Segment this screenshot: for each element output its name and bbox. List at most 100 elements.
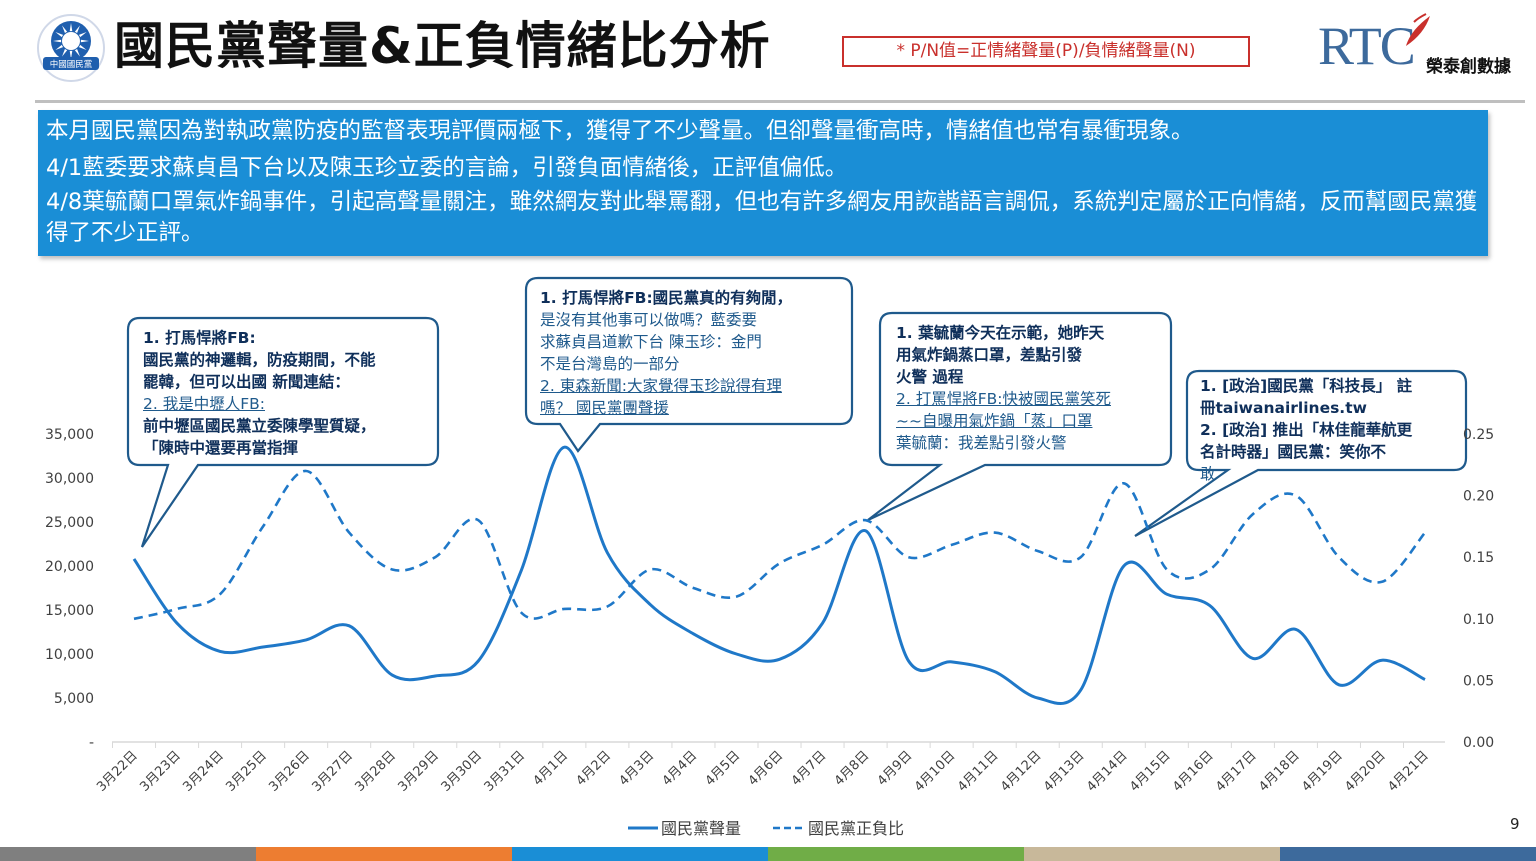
callout-line: 1. [政治]國民黨「科技長」 註 xyxy=(1200,377,1413,395)
header-divider xyxy=(35,100,1525,103)
series-line-volume xyxy=(132,445,1426,705)
x-tick-label: 4月3日 xyxy=(617,748,658,789)
y-left-tick-label: 20,000 xyxy=(45,559,94,575)
chart-legend: 國民黨聲量 國民黨正負比 xyxy=(628,819,904,838)
x-axis: 3月22日3月23日3月24日3月25日3月26日3月27日3月28日3月29日… xyxy=(94,742,1432,795)
formula-note: * P/N值=正情緒聲量(P)/負情緒聲量(N) xyxy=(842,36,1250,67)
x-tick-label: 4月5日 xyxy=(703,748,744,789)
x-tick-label: 3月27日 xyxy=(309,748,356,795)
page-title: 國民黨聲量&正負情緒比分析 xyxy=(114,17,771,75)
callout-line: 「陳時中還要再當指揮 xyxy=(143,439,299,457)
x-tick-label: 4月9日 xyxy=(875,748,916,789)
footer-bar-segment xyxy=(256,847,512,861)
volume-sentiment-chart: - 5,000 10,000 15,000 20,000 25,000 30,000 35,0… xyxy=(45,276,1494,838)
x-tick-label: 4月15日 xyxy=(1127,748,1174,795)
callout-line: 1. 打馬悍將FB: xyxy=(143,329,256,347)
summary-line: 本月國民黨因為對執政黨防疫的監督表現評價兩極下，獲得了不少聲量。但卻聲量衝高時，… xyxy=(46,118,1194,144)
legend-label-ratio: 國民黨正負比 xyxy=(808,819,904,838)
callout-line: 求蘇貞昌道歉下台 陳玉珍：金門 xyxy=(540,333,762,351)
x-tick-label: 3月22日 xyxy=(94,748,141,795)
y-left-tick-label: 30,000 xyxy=(45,471,94,487)
footer-bar-segment xyxy=(1024,847,1280,861)
x-tick-label: 4月16日 xyxy=(1170,748,1217,795)
x-tick-label: 4月18日 xyxy=(1256,748,1303,795)
footer-bar-segment xyxy=(512,847,768,861)
callout-line: 2. 我是中壢人FB: xyxy=(143,395,265,413)
callout-line: 1. 葉毓蘭今天在示範，她昨天 xyxy=(896,324,1105,342)
callout-bubble-4 xyxy=(1134,369,1468,537)
page-number: 9 xyxy=(1510,815,1520,833)
callout-line: 1. 打馬悍將FB:國民黨真的有夠閒， xyxy=(540,289,793,307)
y-left-tick-label: 10,000 xyxy=(45,647,94,663)
callout-line: 用氣炸鍋蒸口罩，差點引發 xyxy=(896,346,1083,364)
summary-box: 本月國民黨因為對執政黨防疫的監督表現評價兩極下，獲得了不少聲量。但卻聲量衝高時，… xyxy=(38,110,1488,256)
brand-name: 榮泰創數據 xyxy=(1426,57,1511,77)
kmt-emblem-icon: 中國國民黨 xyxy=(37,14,105,82)
y-right-axis: 0.00 0.05 0.10 0.15 0.20 0.25 xyxy=(1463,427,1494,751)
footer-bar-segment xyxy=(0,847,256,861)
footer-bar-segment xyxy=(768,847,1024,861)
y-right-tick-label: 0.20 xyxy=(1463,489,1494,505)
callout-line: 火警 過程 xyxy=(896,368,964,386)
callout-line: 是沒有其他事可以做嗎？藍委要 xyxy=(540,311,758,329)
callout-line: 國民黨的神邏輯，防疫期間，不能 xyxy=(143,351,376,369)
callout-line: 前中壢區國民黨立委陳學聖質疑， xyxy=(143,417,376,435)
x-tick-label: 4月7日 xyxy=(789,748,830,789)
callout-line: 葉毓蘭：我差點引發火警 xyxy=(896,434,1067,452)
x-tick-label: 4月20日 xyxy=(1342,748,1389,795)
x-tick-label: 4月4日 xyxy=(660,748,701,789)
callout-line: 名計時器」國民黨：笑你不 xyxy=(1200,443,1387,461)
y-right-tick-label: 0.00 xyxy=(1463,735,1494,751)
callout-line: 2. 東森新聞:大家覺得玉珍說得有理 xyxy=(540,377,782,395)
callout-line: 嗎？ 國民黨團聲援 xyxy=(540,399,669,417)
brand-leaf-icon xyxy=(1406,13,1430,46)
y-left-tick-label: 5,000 xyxy=(54,691,94,707)
callout-3: 1. 葉毓蘭今天在示範，她昨天 用氣炸鍋蒸口罩，差點引發 火警 過程 2. 打罵悍將F… xyxy=(896,322,1166,454)
callout-line: 敢 xyxy=(1200,465,1216,483)
legend-label-volume: 國民黨聲量 xyxy=(661,819,741,838)
x-tick-label: 4月13日 xyxy=(1041,748,1088,795)
x-tick-label: 3月28日 xyxy=(352,748,399,795)
x-tick-label: 3月25日 xyxy=(223,748,270,795)
callout-bubble-3 xyxy=(867,311,1173,521)
x-tick-label: 4月11日 xyxy=(955,748,1002,795)
callout-line: 罷韓，但可以出國 新聞連結： xyxy=(143,373,350,391)
callout-line: ~~自曝用氣炸鍋「蒸」口罩 xyxy=(896,412,1093,430)
x-tick-label: 4月21日 xyxy=(1385,748,1432,795)
x-tick-label: 4月10日 xyxy=(912,748,959,795)
x-tick-label: 4月19日 xyxy=(1299,748,1346,795)
summary-line: 4/8葉毓蘭口罩氣炸鍋事件，引起高聲量關注，雖然網友對此舉罵翻，但也有許多網友用… xyxy=(46,189,1478,246)
y-right-tick-label: 0.25 xyxy=(1463,427,1494,443)
x-tick-label: 4月14日 xyxy=(1084,748,1131,795)
brand-logo: RTC 榮泰創數據 xyxy=(1318,10,1528,80)
svg-text:中國國民黨: 中國國民黨 xyxy=(50,59,93,70)
x-tick-label: 4月17日 xyxy=(1213,748,1260,795)
y-left-tick-label: 25,000 xyxy=(45,515,94,531)
x-tick-label: 4月2日 xyxy=(574,748,615,789)
series-line-ratio xyxy=(133,469,1427,621)
x-tick-label: 4月8日 xyxy=(832,748,873,789)
callout-line: 2. [政治] 推出「林佳龍華航更 xyxy=(1200,421,1413,439)
callout-bubble-1 xyxy=(126,316,440,548)
brand-rtc: RTC xyxy=(1318,16,1416,76)
callout-line: 2. 打罵悍將FB:快被國民黨笑死 xyxy=(896,390,1111,408)
x-tick-label: 3月31日 xyxy=(482,748,529,795)
y-right-tick-label: 0.10 xyxy=(1463,612,1494,628)
y-right-tick-label: 0.05 xyxy=(1463,673,1494,689)
callout-bubble-2 xyxy=(524,276,854,453)
y-left-axis: - 5,000 10,000 15,000 20,000 25,000 30,000 35,0… xyxy=(45,427,94,751)
y-left-tick-label: 35,000 xyxy=(45,427,94,443)
y-left-tick-label: 15,000 xyxy=(45,603,94,619)
callout-1: 1. 打馬悍將FB: 國民黨的神邏輯，防疫期間，不能 罷韓，但可以出國 新聞連結： 2… xyxy=(143,327,433,459)
callout-4: 1. [政治]國民黨「科技長」 註冊taiwanairlines.tw 2. [政… xyxy=(1200,375,1460,485)
x-tick-label: 4月6日 xyxy=(746,748,787,789)
summary-line: 4/1藍委要求蘇貞昌下台以及陳玉珍立委的言論，引發負面情緒後，正評值偏低。 xyxy=(46,155,848,181)
y-right-tick-label: 0.15 xyxy=(1463,550,1494,566)
callout-line: 不是台灣島的一部分 xyxy=(540,355,680,373)
callout-2: 1. 打馬悍將FB:國民黨真的有夠閒， 是沒有其他事可以做嗎？藍委要 求蘇貞昌道歉下… xyxy=(540,287,845,419)
x-tick-label: 3月29日 xyxy=(396,748,443,795)
y-left-tick-label: - xyxy=(89,735,94,751)
footer-color-bar xyxy=(0,847,1536,861)
x-tick-label: 3月26日 xyxy=(266,748,313,795)
x-tick-label: 3月23日 xyxy=(137,748,184,795)
